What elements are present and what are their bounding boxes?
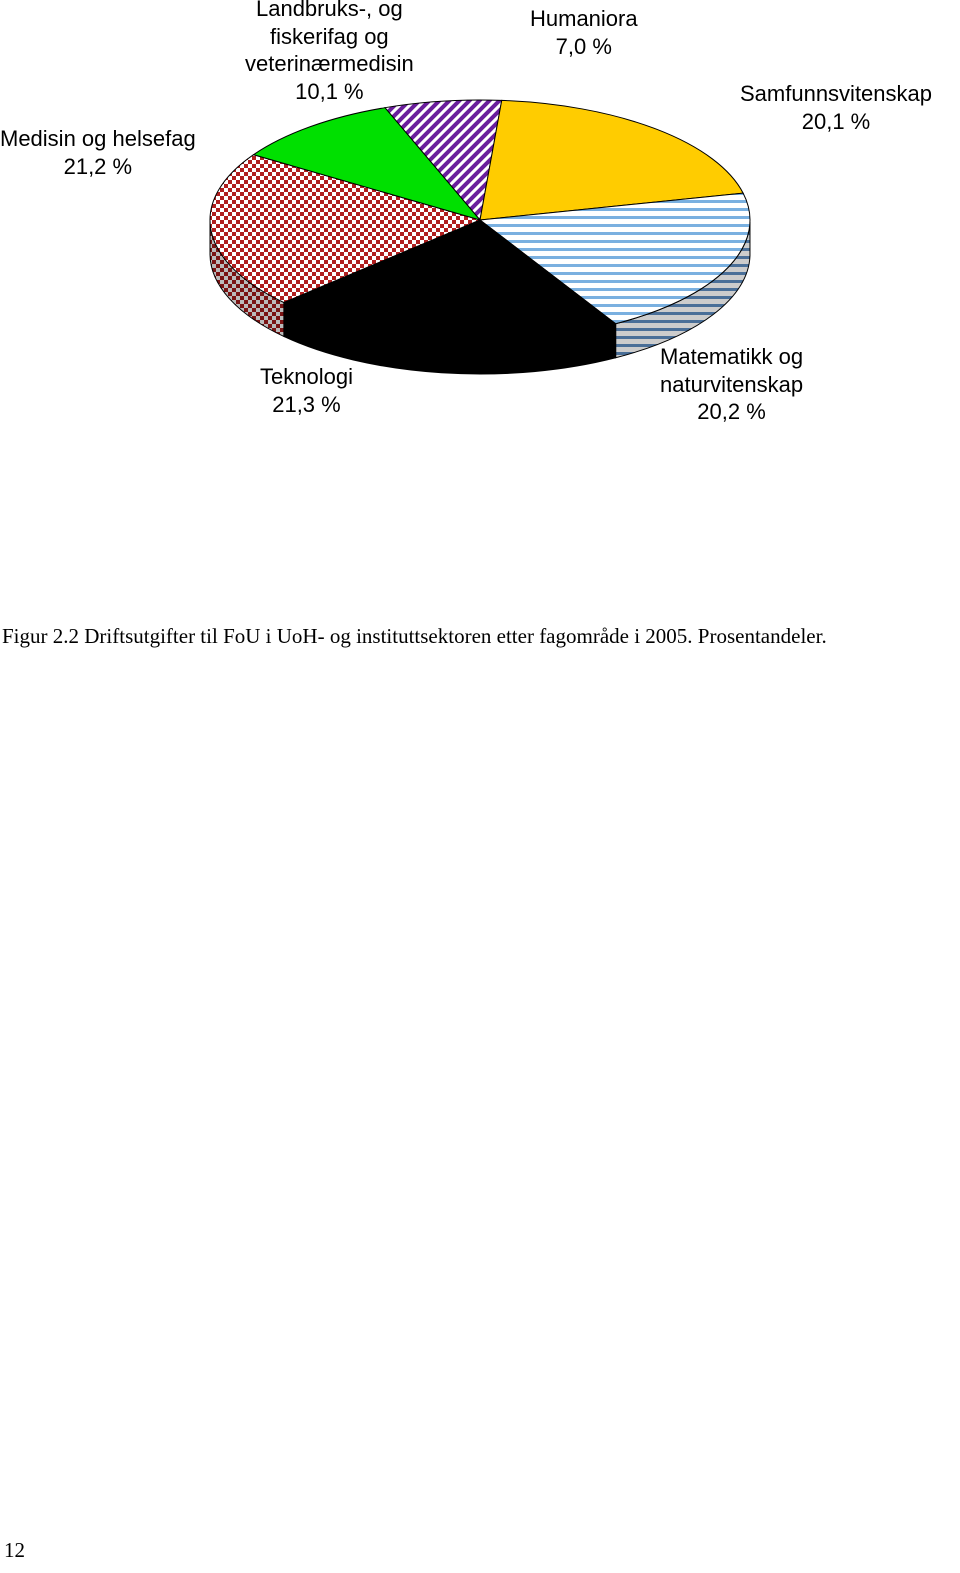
label-matnat: Matematikk og naturvitenskap 20,2 % <box>660 343 803 426</box>
label-teknologi: Teknologi 21,3 % <box>260 363 353 418</box>
pie-chart: Landbruks-, og fiskerifag og veterinærme… <box>0 0 960 600</box>
label-humaniora: Humaniora 7,0 % <box>530 5 638 60</box>
label-samfunn: Samfunnsvitenskap 20,1 % <box>740 80 932 135</box>
label-landbruk: Landbruks-, og fiskerifag og veterinærme… <box>245 0 414 105</box>
page-number: 12 <box>4 1538 25 1563</box>
label-medisin: Medisin og helsefag 21,2 % <box>0 125 196 180</box>
figure-caption: Figur 2.2 Driftsutgifter til FoU i UoH- … <box>2 624 827 649</box>
